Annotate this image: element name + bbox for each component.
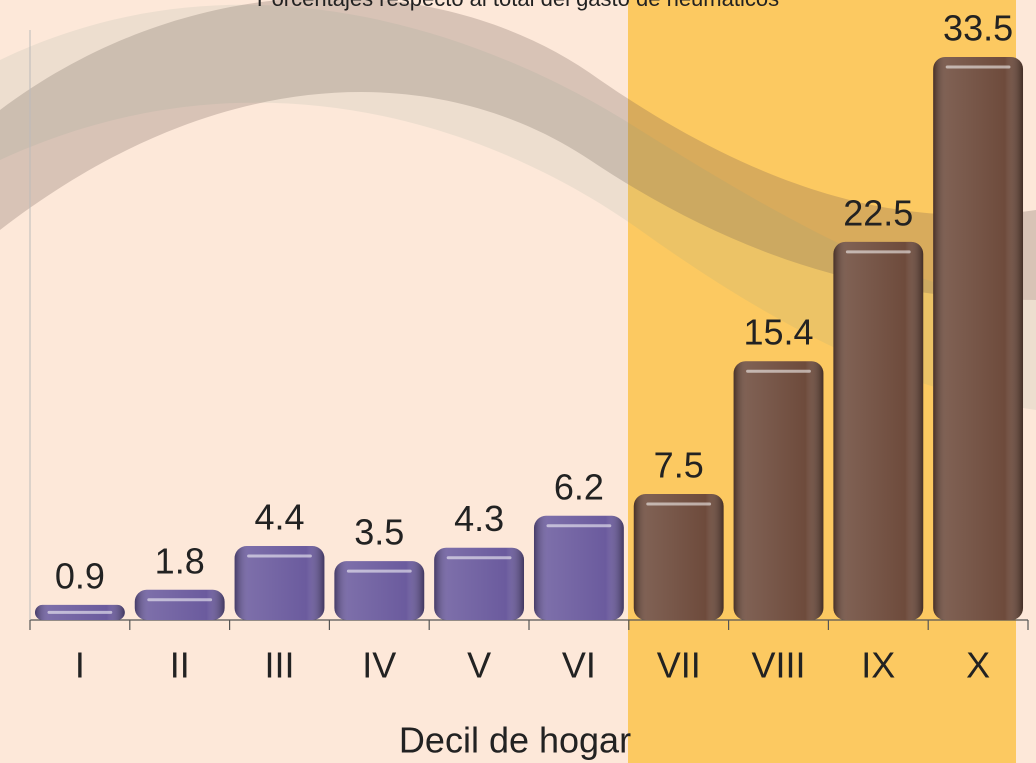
x-tick-label: IV (362, 645, 396, 686)
value-label: 4.4 (254, 497, 304, 538)
x-tick-label: X (966, 645, 990, 686)
x-axis-label: Decil de hogar (399, 720, 631, 761)
x-tick-label: VIII (751, 645, 805, 686)
x-tick-label: VI (562, 645, 596, 686)
bar-shine (833, 242, 923, 620)
bar-shine (634, 494, 724, 620)
bar-shine (933, 57, 1023, 620)
x-tick-label: VII (657, 645, 701, 686)
value-label: 6.2 (554, 466, 604, 507)
value-label: 1.8 (155, 540, 205, 581)
x-tick-label: V (467, 645, 491, 686)
value-label: 3.5 (354, 512, 404, 553)
bar-shine (534, 516, 624, 620)
bar-shine (135, 590, 225, 620)
x-tick-label: I (75, 645, 85, 686)
value-label: 22.5 (843, 192, 913, 233)
value-label: 0.9 (55, 555, 105, 596)
chart: Porcentajes respecto al total del gasto … (0, 0, 1036, 763)
value-label: 7.5 (654, 444, 704, 485)
bar-shine (734, 361, 824, 620)
x-tick-label: IX (861, 645, 895, 686)
value-label: 15.4 (743, 312, 813, 353)
value-label: 4.3 (454, 498, 504, 539)
value-label: 33.5 (943, 8, 1013, 49)
x-tick-label: II (170, 645, 190, 686)
chart-title: Porcentajes respecto al total del gasto … (257, 0, 779, 11)
x-tick-label: III (264, 645, 294, 686)
